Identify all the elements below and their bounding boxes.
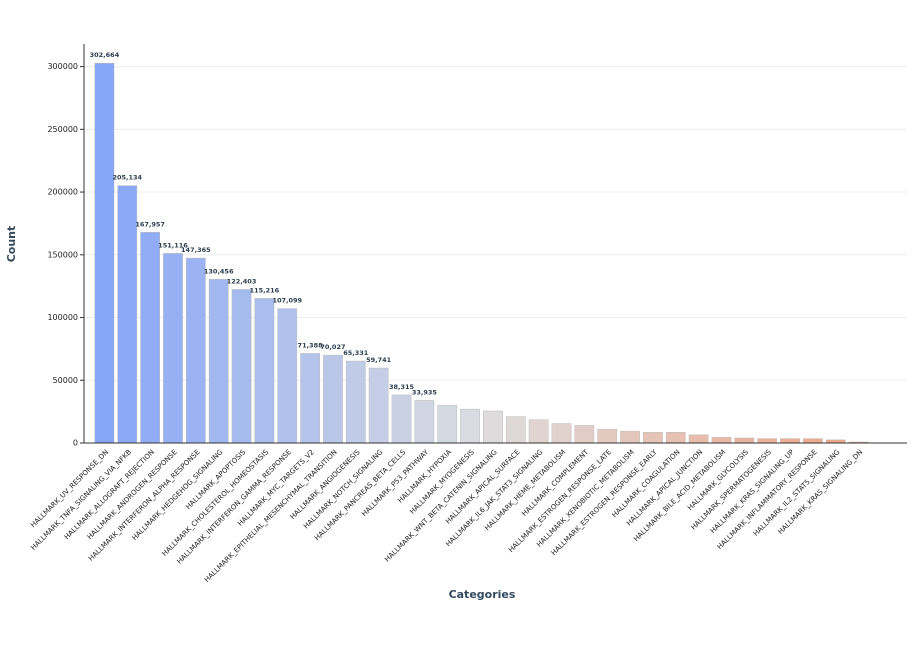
- y-tick-label: 100000: [47, 313, 78, 322]
- bar: [368, 367, 389, 444]
- bar: [780, 438, 800, 444]
- bar: [323, 354, 343, 444]
- x-axis-label: Categories: [449, 588, 516, 601]
- bar: [437, 405, 458, 444]
- value-label: 205,134: [112, 174, 142, 182]
- value-label: 115,216: [250, 286, 280, 294]
- bar: [140, 232, 160, 444]
- x-tick-label: HALLMARK_IL2_STAT5_SIGNALING: [752, 448, 842, 538]
- bar: [505, 416, 526, 444]
- value-label: 71,388: [298, 341, 324, 349]
- value-label: 59,741: [366, 356, 392, 364]
- bar: [734, 437, 755, 444]
- bar: [208, 279, 229, 444]
- bar: [277, 308, 298, 444]
- y-tick-label: 150000: [47, 250, 78, 259]
- x-tick-label: HALLMARK_KRAS_SIGNALING_DN: [777, 448, 865, 536]
- bar: [163, 253, 183, 444]
- bar: [391, 394, 412, 444]
- bar: [414, 400, 435, 444]
- value-label: 302,664: [90, 51, 120, 59]
- value-label: 70,027: [320, 343, 345, 351]
- bar: [620, 430, 640, 444]
- value-label: 147,365: [181, 246, 211, 254]
- bar: [231, 289, 252, 444]
- value-label: 38,315: [389, 383, 415, 391]
- bar: [483, 410, 503, 444]
- bar: [345, 360, 366, 444]
- value-label: 130,456: [204, 267, 234, 275]
- y-tick-label: 0: [73, 439, 78, 448]
- value-label: 107,099: [272, 297, 302, 305]
- y-tick-label: 200000: [47, 188, 78, 197]
- bar: [300, 353, 320, 444]
- value-label: 151,116: [158, 241, 188, 249]
- y-tick-label: 50000: [53, 376, 78, 385]
- x-tick-label: HALLMARK_ESTROGEN_RESPONSE_EARLY: [550, 448, 659, 557]
- value-label: 65,331: [343, 349, 369, 357]
- bar: [94, 62, 115, 444]
- bar: [185, 257, 206, 444]
- y-tick-label: 300000: [47, 62, 78, 71]
- bar: [574, 425, 595, 444]
- bar: [254, 298, 275, 444]
- value-label: 33,935: [412, 388, 438, 396]
- x-tick-label: HALLMARK_KRAS_SIGNALING_UP: [709, 448, 796, 535]
- bar: [757, 438, 778, 444]
- bar: [460, 408, 480, 444]
- value-label: 167,957: [135, 220, 165, 228]
- value-label: 122,403: [227, 277, 257, 285]
- bar: [688, 434, 709, 444]
- bar: [711, 437, 732, 444]
- bar: [803, 438, 823, 444]
- bar: [665, 432, 686, 444]
- bar: [597, 428, 618, 444]
- y-tick-label: 250000: [47, 125, 78, 134]
- bar: [117, 185, 138, 444]
- bar: [551, 423, 572, 444]
- x-tick-label: HALLMARK_CHOLESTEROL_HOMEOSTASIS: [160, 448, 270, 558]
- bar: [643, 432, 663, 444]
- bar: [528, 419, 549, 444]
- y-axis-label: Count: [5, 226, 18, 263]
